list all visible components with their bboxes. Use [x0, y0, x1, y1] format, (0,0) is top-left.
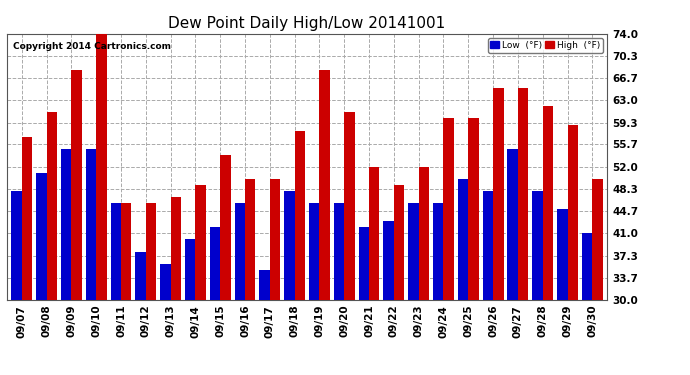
Title: Dew Point Daily High/Low 20141001: Dew Point Daily High/Low 20141001	[168, 16, 446, 31]
Bar	[110, 203, 121, 300]
Bar	[592, 179, 603, 300]
Bar	[146, 203, 156, 300]
Bar	[220, 155, 230, 300]
Bar	[507, 149, 518, 300]
Bar	[458, 179, 469, 300]
Legend: Low  (°F), High  (°F): Low (°F), High (°F)	[488, 38, 602, 53]
Bar	[469, 118, 479, 300]
Bar	[319, 70, 330, 300]
Bar	[210, 227, 220, 300]
Bar	[170, 197, 181, 300]
Bar	[295, 130, 305, 300]
Bar	[259, 270, 270, 300]
Text: Copyright 2014 Cartronics.com: Copyright 2014 Cartronics.com	[13, 42, 171, 51]
Bar	[444, 118, 454, 300]
Bar	[11, 191, 22, 300]
Bar	[483, 191, 493, 300]
Bar	[235, 203, 245, 300]
Bar	[433, 203, 444, 300]
Bar	[582, 233, 592, 300]
Bar	[71, 70, 82, 300]
Bar	[160, 264, 170, 300]
Bar	[86, 149, 96, 300]
Bar	[22, 136, 32, 300]
Bar	[270, 179, 280, 300]
Bar	[384, 221, 394, 300]
Bar	[245, 179, 255, 300]
Bar	[394, 185, 404, 300]
Bar	[61, 149, 71, 300]
Bar	[284, 191, 295, 300]
Bar	[369, 167, 380, 300]
Bar	[543, 106, 553, 300]
Bar	[557, 209, 567, 300]
Bar	[518, 88, 529, 300]
Bar	[135, 252, 146, 300]
Bar	[359, 227, 369, 300]
Bar	[47, 112, 57, 300]
Bar	[344, 112, 355, 300]
Bar	[419, 167, 429, 300]
Bar	[309, 203, 319, 300]
Bar	[532, 191, 543, 300]
Bar	[567, 124, 578, 300]
Bar	[334, 203, 344, 300]
Bar	[121, 203, 131, 300]
Bar	[36, 173, 47, 300]
Bar	[408, 203, 419, 300]
Bar	[493, 88, 504, 300]
Bar	[195, 185, 206, 300]
Bar	[185, 240, 195, 300]
Bar	[96, 34, 107, 300]
